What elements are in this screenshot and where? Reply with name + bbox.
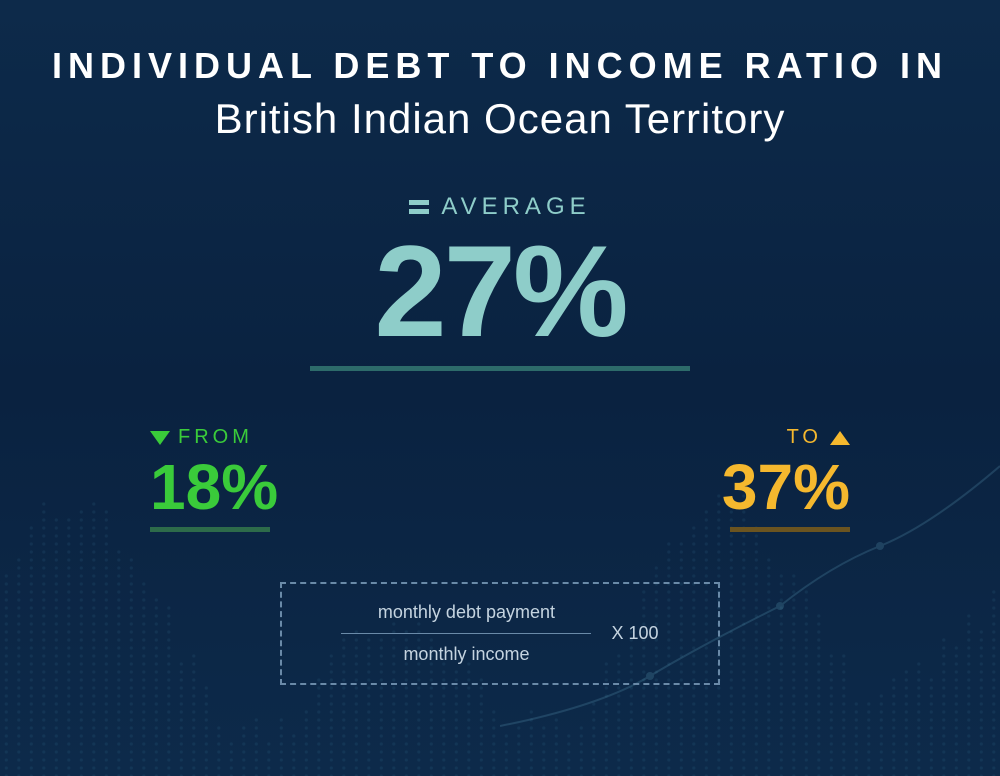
range-row: FROM 18% TO 37% <box>150 426 850 532</box>
formula-divider <box>341 633 591 634</box>
average-section: AVERAGE 27% <box>310 193 690 371</box>
formula-denominator: monthly income <box>403 644 529 665</box>
to-label: TO <box>787 426 822 449</box>
triangle-up-icon <box>830 431 850 445</box>
triangle-down-icon <box>150 431 170 445</box>
from-block: FROM 18% <box>150 426 278 532</box>
formula-fraction: monthly debt payment monthly income <box>341 602 591 665</box>
title-line-1: INDIVIDUAL DEBT TO INCOME RATIO IN <box>0 45 1000 87</box>
infographic-content: INDIVIDUAL DEBT TO INCOME RATIO IN Briti… <box>0 0 1000 685</box>
average-value: 27% <box>310 226 690 356</box>
formula-multiplier: X 100 <box>611 623 658 644</box>
formula-box: monthly debt payment monthly income X 10… <box>280 582 720 685</box>
average-label: AVERAGE <box>441 193 590 221</box>
title-line-2: British Indian Ocean Territory <box>0 95 1000 143</box>
to-block: TO 37% <box>722 426 850 532</box>
from-value: 18% <box>150 455 278 519</box>
to-underline <box>730 527 850 532</box>
from-underline <box>150 527 270 532</box>
from-label: FROM <box>178 426 253 449</box>
average-underline <box>310 366 690 371</box>
equals-icon <box>409 200 429 214</box>
formula-numerator: monthly debt payment <box>378 602 555 623</box>
to-value: 37% <box>722 455 850 519</box>
